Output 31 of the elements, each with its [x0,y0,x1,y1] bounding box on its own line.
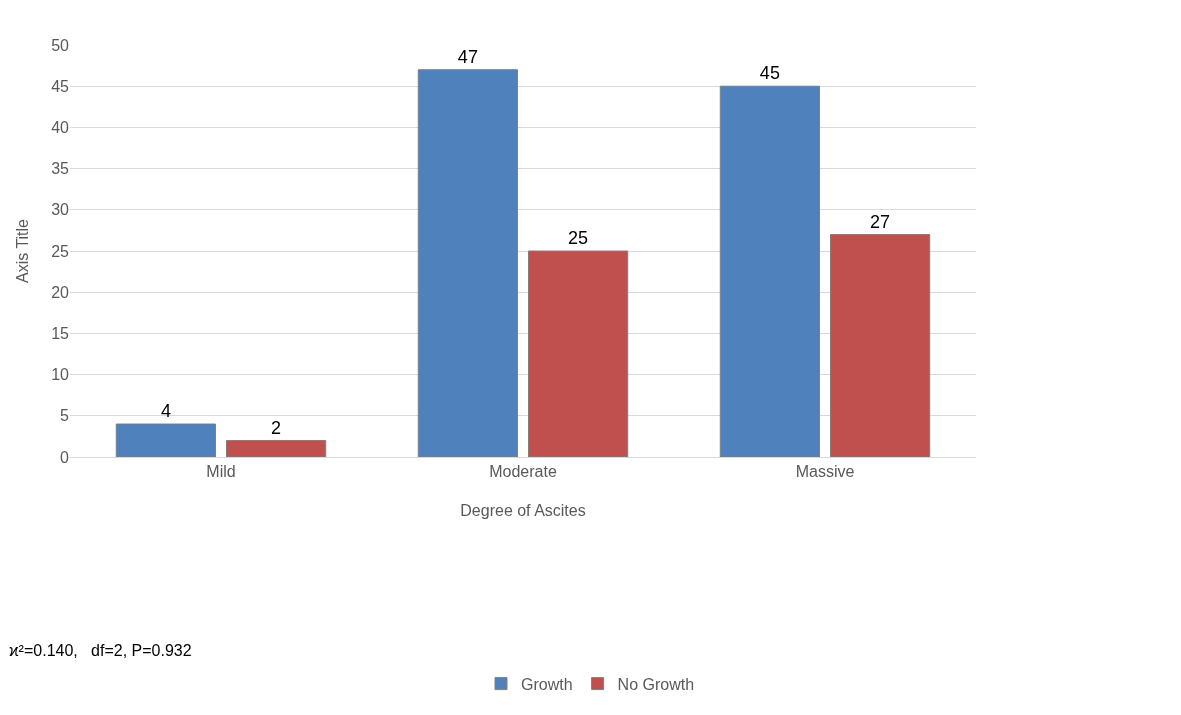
x-tick-label: Mild [206,463,236,481]
y-axis-title: Axis Title [14,218,31,284]
y-tick-label: 5 [60,407,70,425]
bar [719,85,820,457]
y-tick-label: 45 [51,77,70,95]
y-tick-label: 10 [51,366,70,384]
data-label: 47 [457,46,478,67]
y-tick-label: 0 [60,448,70,466]
x-tick-label: Massive [795,463,855,481]
data-label: 45 [759,63,780,84]
legend-label: Growth [521,675,573,693]
bar [417,69,518,457]
y-tick-label: 25 [51,242,70,260]
y-tick-label: 50 [51,36,70,54]
text: ϰ²=0.140, df=2, P=0.932 [9,642,192,659]
bar [830,234,931,457]
data-label: 4 [160,401,171,422]
y-tick-label: 20 [51,283,70,301]
bar [226,440,327,457]
data-label: 2 [271,417,282,438]
bar [528,250,629,457]
legend-label: No Growth [617,675,695,693]
data-label: 27 [870,211,891,232]
data-label: 25 [568,228,589,248]
x-tick-label: Moderate [489,463,557,481]
y-tick-label: 35 [51,160,70,178]
y-tick-label: 30 [51,201,70,219]
bar [115,423,216,457]
y-tick-label: 15 [51,325,70,342]
y-tick-label: 40 [51,119,70,136]
x-axis-title: Degree of Ascites [460,501,586,519]
